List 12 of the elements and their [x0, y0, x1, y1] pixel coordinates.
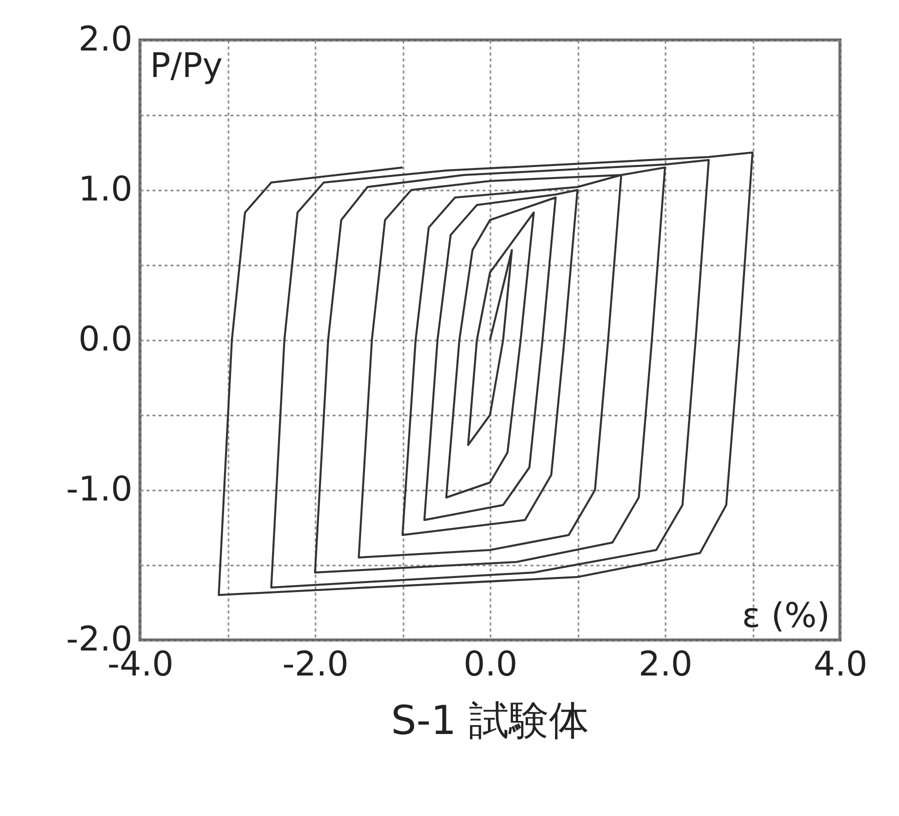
y-tick-label: -1.0: [66, 470, 132, 510]
y-tick-label: 1.0: [78, 170, 132, 210]
line-series: [218, 152, 754, 596]
y-tick-label: 2.0: [78, 20, 132, 60]
x-tick-label: 2.0: [638, 644, 693, 684]
x-tick-label: 4.0: [813, 644, 868, 684]
x-tick-label: 0.0: [463, 644, 518, 684]
text: S-1 試験体: [391, 698, 589, 744]
x-tick-label: -2.0: [282, 644, 349, 684]
x-axis-title: ε (%): [742, 596, 830, 636]
y-axis-title: P/Py: [150, 46, 223, 86]
y-tick-label: 0.0: [78, 320, 132, 360]
